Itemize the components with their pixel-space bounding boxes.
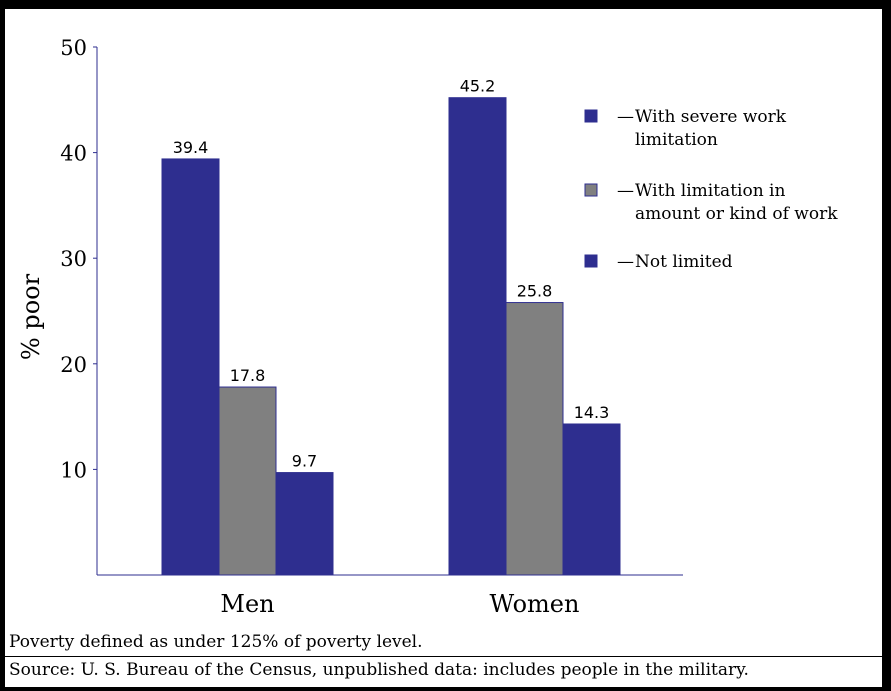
- legend-swatch-3: [584, 254, 598, 268]
- legend-prefix: —: [617, 252, 634, 272]
- bar-chart: 10 20 30 40 50 % poor 39.4 17.8 9.7 45.2 25.8 14.3 M…: [17, 36, 838, 618]
- data-label: 9.7: [292, 452, 317, 471]
- x-category-label: Women: [490, 590, 580, 618]
- bar-men-series-3: [275, 472, 334, 576]
- bar-women-series-3: [562, 423, 621, 576]
- chart-frame: 10 20 30 40 50 % poor 39.4 17.8 9.7 45.2 25.8 14.3 M…: [4, 8, 883, 688]
- bar-men-series-1: [161, 158, 220, 576]
- legend-swatch-2: [584, 183, 598, 197]
- y-tick-label: 50: [60, 36, 87, 60]
- legend-label-line: amount or kind of work: [635, 204, 838, 224]
- y-tick-label: 30: [60, 247, 87, 271]
- y-tick-label: 40: [60, 142, 87, 166]
- poverty-definition-note: Poverty defined as under 125% of poverty…: [9, 632, 423, 652]
- y-tick-label: 20: [60, 353, 87, 377]
- note-divider: [5, 656, 882, 657]
- data-label: 39.4: [173, 138, 209, 157]
- legend-label-line: Not limited: [635, 252, 733, 272]
- data-label: 17.8: [230, 366, 266, 385]
- bar-women-series-1: [448, 97, 507, 576]
- legend-label-line: With limitation in: [635, 181, 785, 201]
- legend-prefix: —: [617, 181, 634, 201]
- x-category-label: Men: [220, 590, 274, 618]
- data-label: 25.8: [517, 282, 553, 301]
- legend-label-line: With severe work: [635, 107, 787, 127]
- y-tick-label: 10: [60, 458, 87, 482]
- data-label: 45.2: [460, 77, 496, 96]
- legend-label-line: limitation: [635, 130, 718, 150]
- y-axis-label: % poor: [17, 273, 45, 360]
- bar-men-series-2: [218, 386, 277, 576]
- legend-swatch-1: [584, 109, 598, 123]
- data-label: 14.3: [574, 403, 610, 422]
- source-note: Source: U. S. Bureau of the Census, unpu…: [9, 660, 749, 680]
- bar-women-series-2: [505, 302, 564, 576]
- legend-prefix: —: [617, 107, 634, 127]
